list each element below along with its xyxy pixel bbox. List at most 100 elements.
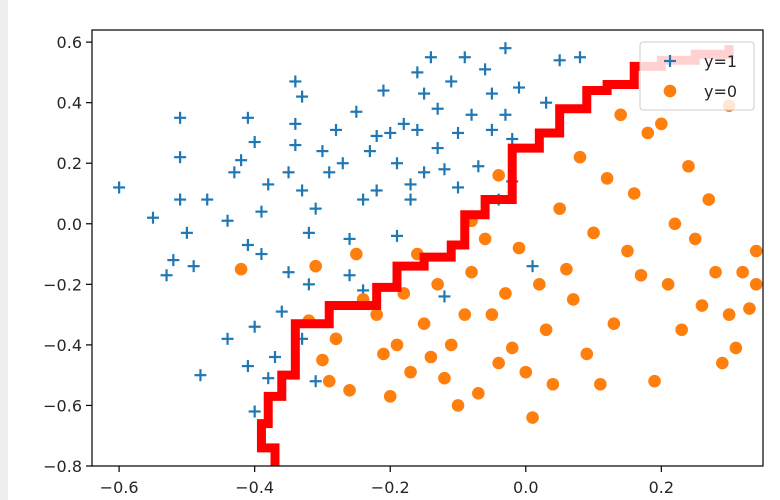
point-plus	[438, 163, 451, 176]
point-plus	[458, 51, 471, 64]
point-circle	[736, 265, 749, 279]
point-plus	[282, 166, 295, 179]
x-tick-label: 0.2	[649, 478, 674, 497]
legend-circle-marker	[663, 84, 677, 98]
point-circle	[546, 377, 560, 391]
point-plus	[391, 157, 403, 170]
point-plus	[269, 351, 281, 363]
point-circle	[722, 308, 736, 321]
point-plus	[553, 54, 566, 67]
point-plus	[404, 193, 417, 206]
point-circle	[607, 317, 621, 330]
point-plus	[472, 160, 485, 173]
point-plus	[174, 111, 187, 124]
point-plus	[309, 202, 322, 215]
point-circle	[465, 265, 478, 279]
point-circle	[587, 226, 600, 240]
point-circle	[492, 169, 505, 182]
point-plus	[194, 369, 207, 382]
point-plus	[330, 123, 342, 136]
point-circle	[519, 365, 533, 379]
point-circle	[580, 347, 594, 361]
series-2	[234, 99, 763, 424]
point-circle	[573, 150, 587, 164]
y-tick-label: 0.0	[57, 215, 82, 234]
point-plus	[296, 90, 309, 103]
point-plus	[377, 84, 390, 97]
point-plus	[221, 332, 234, 345]
point-plus	[485, 87, 498, 100]
point-plus	[323, 166, 336, 179]
point-plus	[275, 305, 288, 318]
point-circle	[743, 302, 756, 315]
y-tick-label: 0.4	[57, 94, 82, 113]
point-plus	[248, 405, 261, 418]
point-circle	[648, 374, 661, 388]
point-circle	[370, 308, 383, 321]
legend-entry-1: y=1	[664, 52, 737, 71]
y-tick-label: 0.6	[57, 33, 82, 52]
point-circle	[350, 247, 363, 261]
point-circle	[499, 287, 512, 300]
point-plus	[228, 166, 241, 179]
point-plus	[289, 75, 302, 88]
plot-area	[113, 42, 763, 424]
point-plus	[465, 108, 478, 121]
point-plus	[499, 42, 512, 55]
point-plus	[302, 278, 315, 291]
point-circle	[309, 259, 322, 273]
point-plus	[174, 193, 187, 206]
x-tick-label: −0.2	[371, 478, 410, 497]
point-plus	[309, 375, 322, 388]
axes: −0.6 −0.4 −0.2 0.0 0.2 0.6 0.4 0.2 0.0 −0.2 −0.4 −0…	[43, 29, 764, 497]
point-plus	[296, 184, 309, 197]
point-circle	[404, 365, 417, 379]
point-plus	[384, 126, 397, 139]
point-plus	[411, 123, 424, 136]
point-circle	[478, 232, 492, 246]
point-plus	[513, 81, 525, 94]
axes-frame	[91, 29, 764, 467]
point-circle	[431, 278, 444, 291]
point-circle	[682, 159, 695, 173]
point-plus	[180, 226, 193, 239]
y-tick-label: −0.2	[43, 275, 82, 294]
decision-boundary	[256, 45, 734, 466]
point-plus	[289, 139, 302, 152]
point-circle	[688, 232, 702, 246]
point-plus	[411, 66, 424, 79]
point-plus	[201, 193, 214, 206]
legend-label: y=1	[704, 52, 737, 71]
point-circle	[600, 172, 614, 185]
point-circle	[661, 278, 675, 291]
y-tick-label: −0.6	[43, 396, 82, 415]
point-plus	[262, 372, 275, 385]
point-circle	[627, 187, 641, 200]
point-circle	[594, 377, 607, 391]
point-plus	[391, 229, 403, 242]
point-plus	[526, 260, 539, 273]
x-tick-label: −0.6	[100, 478, 139, 497]
point-plus	[262, 178, 275, 191]
point-circle	[729, 341, 743, 355]
point-circle	[343, 384, 356, 397]
point-circle	[526, 411, 539, 424]
boundary-line	[256, 45, 734, 466]
point-plus	[452, 126, 464, 139]
point-plus	[316, 145, 329, 158]
point-plus	[302, 226, 315, 239]
point-plus	[241, 238, 254, 251]
point-plus	[445, 75, 458, 88]
point-plus	[248, 136, 261, 149]
point-plus	[418, 87, 431, 100]
point-plus	[418, 166, 431, 179]
point-plus	[424, 51, 437, 64]
y-tick-label: −0.8	[43, 457, 82, 476]
point-plus	[499, 108, 512, 121]
point-circle	[539, 323, 553, 337]
point-plus	[160, 269, 173, 282]
point-plus	[431, 102, 444, 115]
point-circle	[749, 244, 763, 258]
y-tick-label: −0.4	[43, 336, 82, 355]
point-circle	[749, 278, 763, 291]
